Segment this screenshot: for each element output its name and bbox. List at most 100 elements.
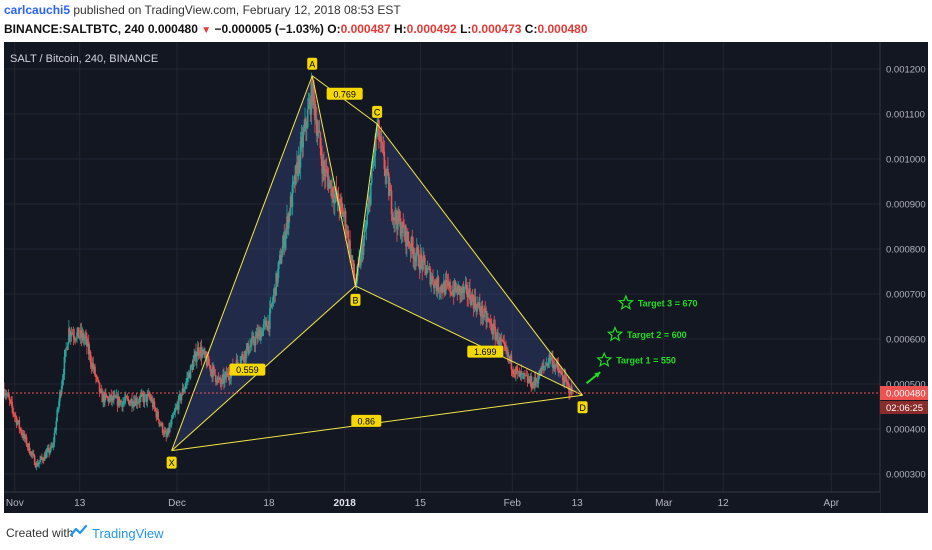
x-tick-label: 12: [718, 498, 730, 509]
candle-body: [31, 451, 33, 455]
candle-body: [50, 445, 53, 447]
candle-body: [535, 380, 538, 382]
candle-body: [443, 281, 445, 293]
candle-body: [337, 192, 340, 206]
candle-body: [457, 285, 460, 295]
candle-body: [38, 462, 40, 465]
candle-body: [214, 369, 216, 376]
candle-body: [140, 395, 142, 398]
candle-body: [188, 372, 191, 379]
candle-body: [52, 442, 55, 445]
candle-body: [25, 436, 28, 446]
candle-body: [311, 82, 314, 105]
candle-body: [391, 213, 394, 220]
candle-body: [563, 374, 566, 385]
candle-body: [534, 377, 537, 382]
candle-body: [144, 394, 147, 396]
y-tick-label: 0.000800: [886, 245, 926, 256]
candle-body: [547, 361, 550, 367]
candle-body: [511, 369, 514, 371]
y-tick-label: 0.000300: [886, 470, 926, 481]
candle-body: [526, 375, 529, 383]
candle-body: [6, 393, 9, 395]
candle-body: [392, 217, 395, 220]
candle-body: [561, 375, 564, 381]
candle-body: [406, 231, 408, 247]
candle-body: [191, 365, 194, 370]
time-axis[interactable]: Nov 13 Dec 18 2018 15 Feb 13 Mar 12 Apr: [4, 491, 880, 513]
candle-body: [451, 292, 453, 295]
candle-body: [333, 193, 336, 203]
candle-body: [22, 434, 24, 438]
chart-canvas[interactable]: X A B C D 0.559 0.769 1.699 0.86 Target 1 = 550 Ta…: [4, 42, 928, 513]
candle-body: [469, 288, 471, 301]
x-tick-label: Apr: [824, 498, 840, 509]
candle-body: [497, 344, 500, 345]
candle-body: [164, 431, 167, 433]
candle-body: [55, 421, 58, 431]
candle-body: [51, 444, 54, 447]
candle-body: [257, 331, 259, 339]
candle-body: [203, 349, 205, 355]
candle-body: [116, 395, 119, 406]
candle-body: [267, 320, 269, 331]
candle-body: [160, 423, 162, 426]
candle-body: [558, 369, 560, 373]
ratio-label-bg: [351, 414, 382, 427]
candle-body: [567, 382, 569, 385]
candle-body: [224, 375, 226, 383]
low-value: 0.000473: [471, 22, 522, 36]
author-link[interactable]: carlcauchi5: [4, 3, 71, 17]
candle-body: [388, 173, 390, 196]
candle-body: [327, 177, 330, 189]
candle-body: [271, 301, 274, 305]
candle-body: [99, 389, 102, 393]
candle-body: [281, 246, 284, 257]
candle-body: [294, 176, 296, 184]
price-axis[interactable]: 0.001200 0.001100 0.001000 0.000900 0.000800…: [879, 42, 928, 513]
candle-body: [452, 289, 454, 295]
candle-body: [274, 287, 277, 296]
candle-body: [344, 210, 347, 232]
candle-body: [208, 364, 211, 366]
candle-body: [397, 210, 400, 222]
candle-body: [75, 339, 77, 340]
candle-body: [341, 202, 343, 208]
candle-body: [373, 155, 376, 160]
candle-body: [496, 332, 498, 337]
pattern-leg-ab: [311, 75, 356, 287]
candle-body: [149, 396, 151, 398]
candle-body: [370, 183, 372, 205]
candle-body: [408, 245, 411, 247]
quote-line: BINANCE:SALTBTC, 240 0.000480 ▼ −0.00000…: [4, 22, 588, 36]
candle-body: [190, 365, 193, 367]
candle-body: [37, 464, 40, 467]
candle-body: [64, 349, 67, 357]
candle-body: [215, 381, 218, 383]
current-price-tag-bg: [880, 386, 928, 400]
candle-body: [199, 347, 202, 356]
candle-body: [465, 284, 468, 286]
candle-body: [236, 359, 239, 364]
candle-body: [49, 450, 51, 454]
candle-body: [268, 320, 270, 329]
candle-body: [488, 320, 491, 322]
chart-area[interactable]: X A B C D 0.559 0.769 1.699 0.86 Target 1 = 550 Ta…: [4, 42, 928, 513]
candle-body: [315, 119, 318, 136]
tradingview-brand[interactable]: TradingView: [92, 526, 164, 541]
candle-body: [56, 409, 58, 422]
candle-body: [546, 363, 549, 367]
candle-body: [289, 196, 292, 215]
candle-body: [566, 381, 569, 383]
candle-body: [89, 351, 92, 363]
candle-body: [94, 366, 96, 376]
candle-body: [348, 240, 350, 248]
candle-body: [499, 337, 502, 341]
publication-header: carlcauchi5 published on TradingView.com…: [0, 0, 932, 42]
candle-body: [128, 400, 131, 406]
candle-body: [180, 395, 183, 401]
candle-body: [270, 303, 273, 305]
point-label-bg: [307, 57, 318, 70]
target-arrow-head-icon: [594, 372, 601, 378]
candle-body: [339, 198, 341, 212]
